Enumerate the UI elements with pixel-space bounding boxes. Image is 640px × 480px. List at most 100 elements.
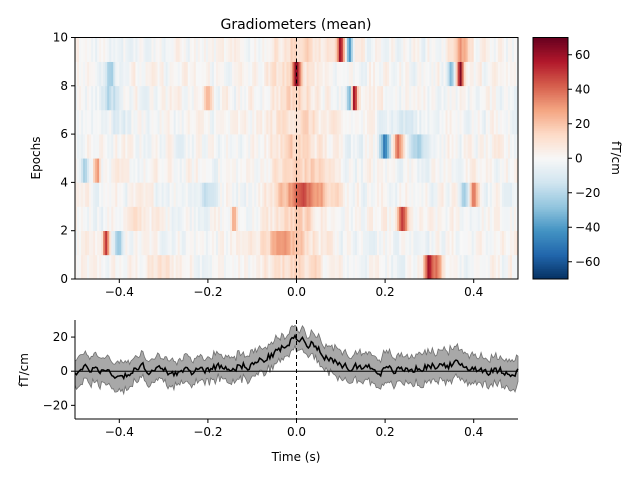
heatmap-cell: [91, 206, 94, 231]
heatmap-cell: [358, 37, 362, 62]
heatmap-cell: [119, 230, 122, 256]
heatmap-cell: [105, 109, 108, 135]
heatmap-cell: [284, 230, 287, 256]
heatmap-cell: [222, 158, 225, 183]
heatmap-cell: [419, 206, 422, 231]
heatmap-cell: [183, 254, 187, 280]
heatmap-cell: [143, 182, 146, 207]
heatmap-cell: [419, 230, 422, 256]
heatmap-cell: [495, 37, 499, 62]
heatmap-cell: [348, 158, 352, 183]
heatmap-cell: [437, 134, 440, 159]
heatmap-cell: [117, 37, 120, 62]
heatmap-cell: [163, 254, 166, 280]
heatmap-cell: [79, 206, 82, 231]
heatmap-cell: [270, 109, 273, 135]
heatmap-cell: [141, 158, 144, 183]
heatmap-cell: [439, 61, 442, 87]
colorbar-segment: [533, 46, 568, 49]
heatmap-cell: [280, 230, 283, 256]
heatmap-cell: [338, 109, 342, 135]
heatmap-cell: [133, 109, 136, 135]
heatmap-cell: [316, 206, 319, 231]
heatmap-cell: [149, 158, 152, 183]
heatmap-cell: [415, 206, 418, 231]
heatmap-cell: [252, 206, 255, 231]
heatmap-cell: [246, 254, 249, 280]
heatmap-cell: [447, 61, 450, 87]
colorbar-segment: [533, 72, 568, 75]
heatmap-cell: [91, 254, 94, 280]
heatmap-cell: [107, 206, 110, 231]
heatmap-cell: [81, 61, 84, 87]
heatmap-cell: [409, 254, 412, 280]
heatmap-cell: [75, 61, 78, 87]
evoked-x-tick-label: −0.2: [193, 425, 222, 439]
heatmap-cell: [179, 134, 183, 159]
heatmap-cell: [155, 254, 158, 280]
heatmap-cell: [403, 182, 406, 207]
heatmap-cell: [483, 37, 487, 62]
heatmap-cell: [505, 134, 509, 159]
heatmap-cell: [298, 109, 301, 135]
heatmap-cell: [155, 37, 158, 62]
heatmap-cell: [320, 254, 323, 280]
heatmap-cell: [385, 182, 388, 207]
heatmap-cell: [501, 182, 505, 207]
heatmap-cell: [286, 109, 289, 135]
heatmap-cell: [419, 109, 422, 135]
heatmap-cell: [211, 37, 215, 62]
heatmap-cell: [191, 230, 195, 256]
colorbar-segment: [533, 77, 568, 80]
heatmap-cell: [103, 230, 106, 256]
evoked-y-tick-label: 20: [53, 330, 68, 344]
heatmap-cell: [135, 158, 138, 183]
heatmap-cell: [513, 109, 517, 135]
heatmap-cell: [495, 61, 499, 87]
heatmap-cell: [207, 85, 211, 111]
heatmap-cell: [451, 109, 454, 135]
heatmap-cell: [153, 109, 156, 135]
heatmap-cell: [399, 230, 402, 256]
heatmap-cell: [401, 230, 404, 256]
heatmap-cell: [489, 158, 493, 183]
heatmap-cell: [264, 61, 267, 87]
heatmap-cell: [260, 230, 263, 256]
heatmap-cell: [306, 109, 309, 135]
heatmap-cell: [371, 158, 374, 183]
colorbar-segment: [533, 247, 568, 251]
colorbar-segment: [533, 120, 568, 123]
heatmap-cell: [133, 37, 136, 62]
heatmap-cell: [85, 230, 88, 256]
heatmap-cell: [312, 109, 315, 135]
heatmap-cell: [215, 109, 219, 135]
heatmap-cell: [284, 61, 287, 87]
heatmap-cell: [338, 134, 342, 159]
heatmap-cell: [165, 61, 168, 87]
heatmap-cell: [395, 37, 398, 62]
heatmap-cell: [451, 61, 454, 87]
heatmap-cell: [286, 37, 289, 62]
heatmap-cell: [483, 109, 487, 135]
heatmap-cell: [441, 37, 444, 62]
heatmap-cell: [264, 230, 267, 256]
heatmap-cell: [97, 182, 100, 207]
heatmap-cell: [264, 254, 267, 280]
heatmap-cell: [181, 230, 185, 256]
heatmap-cell: [113, 182, 116, 207]
heatmap-cell: [300, 85, 303, 111]
heatmap-cell: [181, 109, 185, 135]
colorbar-segment: [533, 258, 568, 261]
heatmap-cell: [415, 134, 418, 159]
heatmap-cell: [288, 134, 291, 159]
heatmap-cell: [185, 37, 189, 62]
heatmap-cell: [399, 85, 402, 111]
heatmap-cell: [348, 254, 352, 280]
heatmap-cell: [487, 158, 491, 183]
heatmap-cell: [87, 182, 90, 207]
heatmap-cell: [501, 37, 505, 62]
heatmap-cell: [266, 230, 269, 256]
heatmap-cell: [443, 230, 446, 256]
heatmap-cell: [362, 254, 366, 280]
heatmap-cell: [481, 254, 485, 280]
